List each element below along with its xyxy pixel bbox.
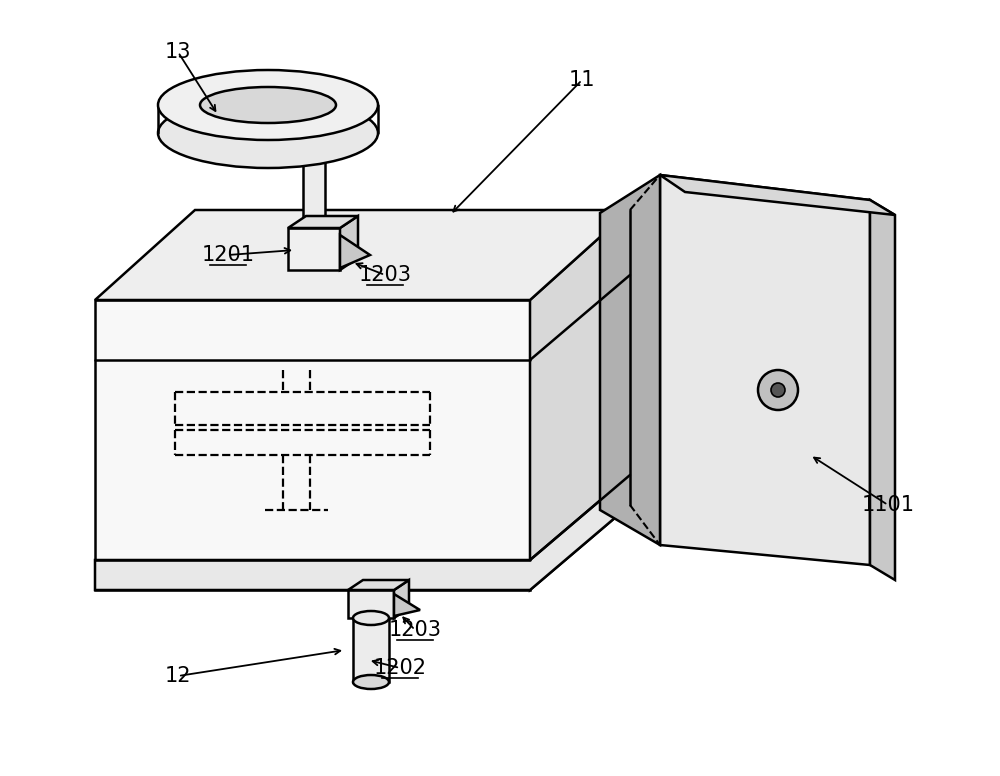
Text: 11: 11 [569, 70, 595, 90]
Polygon shape [394, 580, 409, 618]
Ellipse shape [158, 70, 378, 140]
Polygon shape [530, 210, 630, 590]
Text: 1201: 1201 [202, 245, 254, 265]
Polygon shape [870, 200, 895, 580]
Text: 1203: 1203 [358, 265, 412, 285]
Text: 12: 12 [165, 666, 191, 686]
Polygon shape [303, 153, 325, 228]
Ellipse shape [353, 675, 389, 689]
Text: 1101: 1101 [862, 495, 914, 515]
Polygon shape [353, 618, 389, 682]
Text: 1203: 1203 [388, 620, 442, 640]
Polygon shape [600, 175, 660, 545]
Ellipse shape [200, 87, 336, 123]
Polygon shape [288, 216, 358, 228]
Ellipse shape [353, 611, 389, 625]
Polygon shape [348, 580, 409, 590]
Polygon shape [340, 216, 358, 270]
Ellipse shape [158, 98, 378, 168]
Polygon shape [95, 210, 630, 300]
Polygon shape [95, 475, 630, 590]
Polygon shape [95, 300, 530, 590]
Polygon shape [660, 175, 895, 215]
Circle shape [771, 383, 785, 397]
Polygon shape [340, 235, 370, 268]
Polygon shape [394, 594, 420, 616]
Polygon shape [288, 228, 340, 270]
Polygon shape [660, 175, 870, 565]
Text: 13: 13 [165, 42, 191, 62]
Polygon shape [348, 590, 394, 618]
Ellipse shape [303, 148, 325, 158]
Text: 1202: 1202 [374, 658, 426, 678]
Circle shape [758, 370, 798, 410]
